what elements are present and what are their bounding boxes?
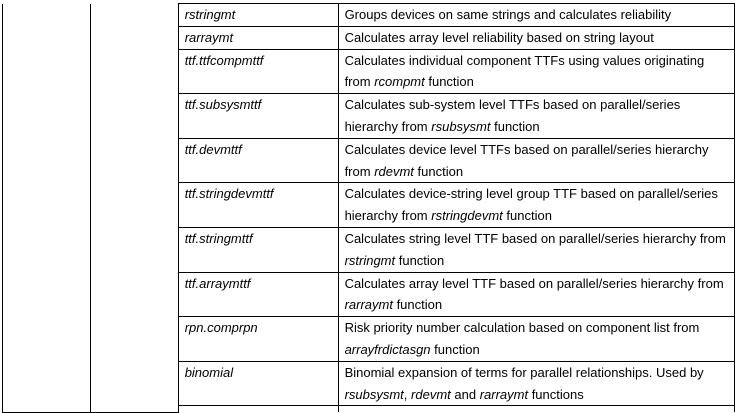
function-name-cell: ttf.ttfcompmttf xyxy=(177,48,339,95)
description-text: , xyxy=(403,386,412,402)
function-table-body: rstringmt Groups devices on same strings … xyxy=(2,3,735,413)
table-row: rstringmt Groups devices on same strings … xyxy=(2,3,735,413)
function-name-cell: ttf.subsysmttf xyxy=(177,93,339,139)
function-name-cell: rarraymt xyxy=(177,25,339,50)
function-reference: rstringmt xyxy=(344,252,396,268)
function-name-cell: ttf.stringdevmttf xyxy=(177,182,339,228)
description-text: Calculates device-string level group TTF… xyxy=(344,186,718,224)
description-text: Groups devices on same strings and calcu… xyxy=(344,7,672,22)
description-text: and xyxy=(450,386,480,402)
empty-cell-col1 xyxy=(2,3,91,413)
description-text: Calculates individual component TTFs usi… xyxy=(344,52,705,90)
function-reference: rsubsysmt xyxy=(431,118,491,134)
empty-cell-col2 xyxy=(89,3,179,413)
description-text: function xyxy=(392,297,443,313)
function-description-cell: Calculates array level reliability based… xyxy=(337,25,735,50)
function-name-cell: ttf.stringmttf xyxy=(177,226,339,273)
function-reference: rstringdevmt xyxy=(431,208,503,224)
function-description-cell: Calculates string level TTF based on par… xyxy=(337,226,735,273)
function-name-cell: binomial xyxy=(177,360,339,407)
function-description-cell: Groups devices on same strings and calcu… xyxy=(337,3,735,27)
table-row: ttf.subsysmttf Calculates sub-system leve… xyxy=(3,93,735,139)
description-text: function xyxy=(424,74,474,90)
function-description-cell: Calculates sub-system level TTFs based o… xyxy=(337,93,735,139)
function-reference: rarraymt xyxy=(344,297,393,313)
function-table: rstringmt Groups devices on same strings … xyxy=(2,3,735,413)
table-row: rpn.comprpn Risk priority number calculat… xyxy=(3,316,735,362)
description-text: functions xyxy=(528,386,584,402)
table-row: rarraymt Calculates array level reliabili… xyxy=(3,25,735,50)
function-name-cell: rstringmt xyxy=(177,3,339,27)
function-reference: rcompmt xyxy=(374,74,425,90)
function-description-cell: Binomial expansion of terms for parallel… xyxy=(337,360,735,407)
description-text: function xyxy=(490,118,540,134)
description-text: Calculates device level TTFs based on pa… xyxy=(344,141,709,179)
function-description-cell: Calculates array level TTF based on para… xyxy=(337,271,735,318)
description-text: function xyxy=(430,341,480,357)
function-reference: arrayfrdictasgn xyxy=(344,341,431,357)
description-text: function xyxy=(502,208,552,224)
table-row: ttf.devmttf Calculates device level TTFs … xyxy=(3,137,735,184)
description-text: Calculates string level TTF based on par… xyxy=(344,230,726,246)
table-row: ttf.arraymttf Calculates array level TTF … xyxy=(3,271,735,318)
function-reference: rdevmt xyxy=(411,386,451,402)
description-text: function xyxy=(413,163,464,179)
function-reference: rarraymt xyxy=(479,386,529,402)
function-name-cell: ttf.devmttf xyxy=(177,137,339,184)
description-text: Calculates sub-system level TTFs based o… xyxy=(344,97,681,134)
function-description-cell: Risk priority number calculation based o… xyxy=(337,316,735,362)
description-text: Binomial expansion of terms for parallel… xyxy=(344,364,704,380)
function-description-cell: Calculates individual component TTFs usi… xyxy=(337,48,735,95)
function-description-cell: Calculates device-string level group TTF… xyxy=(337,182,735,228)
empty-cell xyxy=(177,405,339,413)
table-row: ttf.stringdevmttf Calculates device-strin… xyxy=(3,182,735,228)
function-reference: rsubsysmt xyxy=(344,386,404,402)
description-text: function xyxy=(395,252,445,268)
function-description-cell: Calculates device level TTFs based on pa… xyxy=(337,137,735,184)
table-row: ttf.ttfcompmttf Calculates individual com… xyxy=(3,48,735,95)
empty-cell xyxy=(337,405,735,413)
function-name-cell: rpn.comprpn xyxy=(177,316,339,362)
function-name-cell: ttf.arraymttf xyxy=(177,271,339,318)
description-text: Calculates array level TTF based on para… xyxy=(344,275,724,291)
description-text: Risk priority number calculation based o… xyxy=(344,320,700,336)
function-reference: rdevmt xyxy=(374,163,414,179)
table-row: binomial Binomial expansion of terms for … xyxy=(3,360,735,407)
description-text: Calculates array level reliability based… xyxy=(344,29,654,45)
